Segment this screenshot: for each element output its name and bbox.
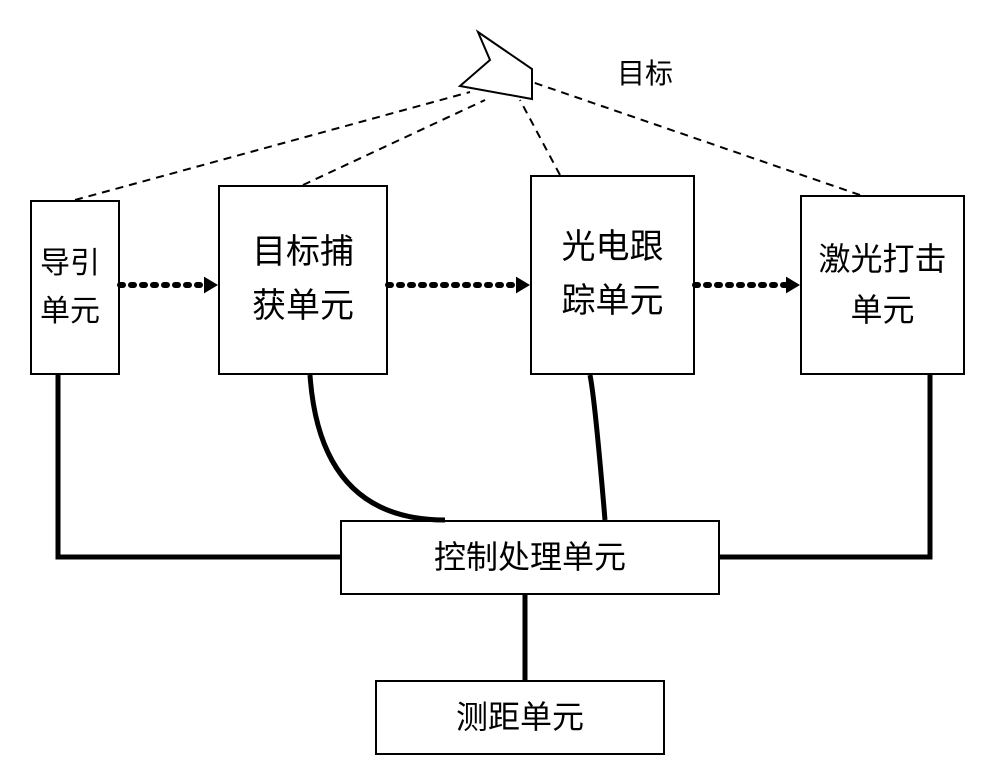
guidance-unit-box: 导引 单元: [30, 200, 120, 375]
tracking-unit-box: 光电跟 踪单元: [530, 175, 695, 375]
control-unit-box: 控制处理单元: [340, 520, 720, 595]
control-unit-label: 控制处理单元: [434, 532, 626, 583]
strike-unit-label: 激光打击 单元: [818, 234, 946, 336]
diagram-connections: [0, 0, 1000, 781]
target-text: 目标: [617, 59, 673, 90]
guidance-unit-label: 导引 单元: [40, 240, 100, 336]
strike-unit-box: 激光打击 单元: [800, 195, 965, 375]
ranging-unit-label: 测距单元: [456, 692, 584, 743]
capture-unit-label: 目标捕 获单元: [252, 226, 354, 335]
ranging-unit-box: 测距单元: [375, 680, 665, 755]
capture-unit-box: 目标捕 获单元: [218, 185, 388, 375]
tracking-unit-label: 光电跟 踪单元: [562, 221, 664, 330]
target-label: 目标: [617, 52, 673, 92]
